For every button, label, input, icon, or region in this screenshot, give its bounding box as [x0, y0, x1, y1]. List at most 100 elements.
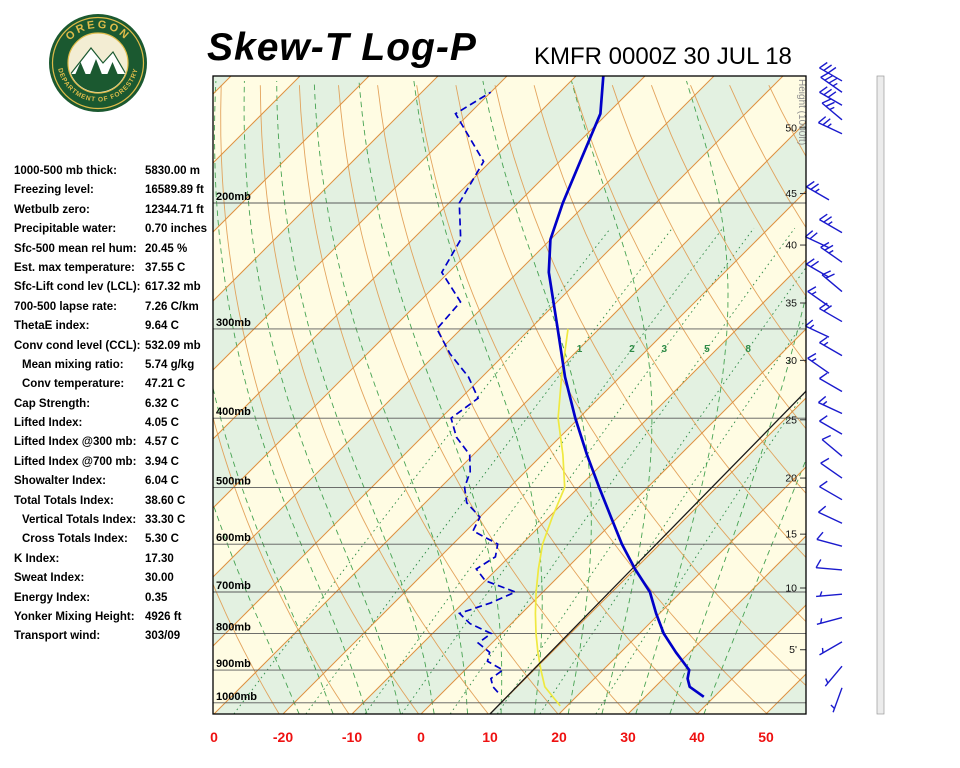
stat-row: Yonker Mixing Height: 4926 ft	[14, 611, 218, 630]
stat-value: 5.30 C	[145, 533, 179, 546]
stat-row: Conv temperature: 47.21 C	[14, 378, 218, 397]
temperature-curve	[547, 76, 705, 698]
stat-row: Transport wind: 303/09	[14, 630, 218, 649]
svg-text:40: 40	[785, 240, 797, 252]
stat-row: Vertical Totals Index: 33.30 C	[14, 514, 218, 533]
svg-text:3: 3	[661, 344, 667, 355]
stat-value: 17.30	[145, 552, 174, 565]
svg-text:35: 35	[785, 298, 797, 310]
stat-value: 7.26 C/km	[145, 300, 199, 313]
svg-text:5: 5	[704, 344, 710, 355]
pressure-grid	[213, 202, 806, 704]
isotherms	[213, 76, 806, 714]
stat-label: Lifted Index @700 mb:	[14, 455, 137, 468]
plot-border	[212, 75, 807, 715]
sounding-curves	[435, 76, 806, 714]
stat-label: Energy Index:	[14, 591, 91, 604]
stat-label: Mean mixing ratio:	[22, 358, 124, 371]
stat-value: 33.30 C	[145, 514, 186, 527]
stat-label: Cap Strength:	[14, 397, 91, 410]
stat-label: Sfc-Lift cond lev (LCL):	[14, 281, 141, 294]
stat-label: Freezing level:	[14, 184, 94, 197]
stat-label: Cross Totals Index:	[22, 533, 128, 546]
svg-text:8: 8	[745, 344, 751, 355]
stat-row: Energy Index: 0.35	[14, 592, 218, 611]
svg-text:50: 50	[758, 729, 774, 745]
stat-value: 9.64 C	[145, 320, 179, 333]
stat-label: Sfc-500 mean rel hum:	[14, 242, 137, 255]
stat-label: Wetbulb zero:	[14, 203, 90, 216]
stat-row: Total Totals Index: 38.60 C	[14, 495, 218, 514]
odf-logo-svg: OREGON DEPARTMENT OF FORESTRY	[49, 14, 147, 112]
svg-text:50: 50	[785, 122, 797, 134]
svg-text:-10: -10	[342, 729, 362, 745]
svg-text:10: 10	[785, 582, 797, 594]
stat-label: 700-500 lapse rate:	[14, 300, 117, 313]
stat-value: 0.70 inches	[145, 223, 208, 236]
stat-value: 3.94 C	[145, 455, 179, 468]
stat-value: 303/09	[145, 630, 181, 643]
stat-value: 5830.00 m	[145, 165, 200, 177]
stat-row: Lifted Index @700 mb: 3.94 C	[14, 456, 218, 475]
svg-text:10: 10	[482, 729, 498, 745]
stat-row: Cap Strength: 6.32 C	[14, 398, 218, 417]
stat-value: 12344.71 ft	[145, 203, 204, 216]
stat-row: Freezing level: 16589.89 ft	[14, 184, 218, 203]
stat-label: Transport wind:	[14, 630, 101, 643]
dry-adiabats	[213, 85, 806, 714]
stat-label: Total Totals Index:	[14, 494, 114, 507]
stat-value: 47.21 C	[145, 378, 186, 391]
reference-line	[489, 390, 806, 714]
stat-label: Precipitable water:	[14, 223, 117, 236]
logo-scene	[69, 47, 127, 92]
svg-text:200mb: 200mb	[216, 191, 251, 203]
svg-text:2: 2	[629, 344, 635, 355]
svg-text:400mb: 400mb	[216, 406, 251, 418]
svg-text:40: 40	[689, 729, 705, 745]
svg-text:600mb: 600mb	[216, 532, 251, 544]
svg-text:Height (1000ft): Height (1000ft)	[796, 79, 807, 145]
odf-logo: OREGON DEPARTMENT OF FORESTRY	[48, 13, 148, 113]
mixing-ratio-labels: 1 2 3 5 8	[577, 344, 752, 355]
stat-row: Cross Totals Index: 5.30 C	[14, 533, 218, 552]
stat-row: Conv cond level (CCL): 532.09 mb	[14, 340, 218, 359]
stat-value: 617.32 mb	[145, 281, 201, 294]
stat-label: Showalter Index:	[14, 475, 107, 488]
svg-text:15: 15	[785, 529, 797, 541]
stat-label: Lifted Index:	[14, 417, 83, 430]
stat-value: 4.57 C	[145, 436, 179, 449]
stat-value: 532.09 mb	[145, 339, 201, 352]
stat-value: 38.60 C	[145, 494, 186, 507]
stat-label: 1000-500 mb thick:	[14, 165, 117, 177]
stat-value: 4.05 C	[145, 417, 179, 430]
indices-panel: 1000-500 mb thick: 5830.00 m Freezing leve…	[14, 165, 218, 650]
stat-row: Mean mixing ratio: 5.74 g/kg	[14, 359, 218, 378]
stat-value: 4926 ft	[145, 610, 182, 623]
svg-text:20: 20	[551, 729, 567, 745]
svg-text:30: 30	[785, 355, 797, 367]
stat-label: K Index:	[14, 552, 60, 565]
stat-label: Sweat Index:	[14, 572, 85, 585]
svg-text:1000mb: 1000mb	[216, 691, 257, 703]
height-axis: Height (1000ft)50 45 40 35 30 25 20 15 10 5'	[785, 79, 807, 656]
stat-value: 6.04 C	[145, 475, 179, 488]
stat-row: Lifted Index @300 mb: 4.57 C	[14, 436, 218, 455]
svg-text:1: 1	[577, 344, 583, 355]
stat-row: ThetaE index: 9.64 C	[14, 320, 218, 339]
right-edge-strip	[876, 75, 885, 715]
stat-label: ThetaE index:	[14, 320, 90, 333]
stat-row: 1000-500 mb thick: 5830.00 m	[14, 165, 218, 184]
svg-text:0: 0	[210, 729, 218, 745]
stat-label: Conv cond level (CCL):	[14, 339, 141, 352]
stat-row: 700-500 lapse rate: 7.26 C/km	[14, 301, 218, 320]
trees-icon	[75, 59, 118, 77]
stat-value: 37.55 C	[145, 261, 186, 274]
stat-value: 6.32 C	[145, 397, 179, 410]
stat-label: Vertical Totals Index:	[22, 514, 137, 527]
stat-row: Sfc-Lift cond lev (LCL): 617.32 mb	[14, 281, 218, 300]
stat-row: Sweat Index: 30.00	[14, 572, 218, 591]
svg-text:5': 5'	[789, 644, 797, 656]
svg-text:900mb: 900mb	[216, 658, 251, 670]
stat-label: Est. max temperature:	[14, 261, 135, 274]
stat-value: 0.35	[145, 591, 168, 604]
